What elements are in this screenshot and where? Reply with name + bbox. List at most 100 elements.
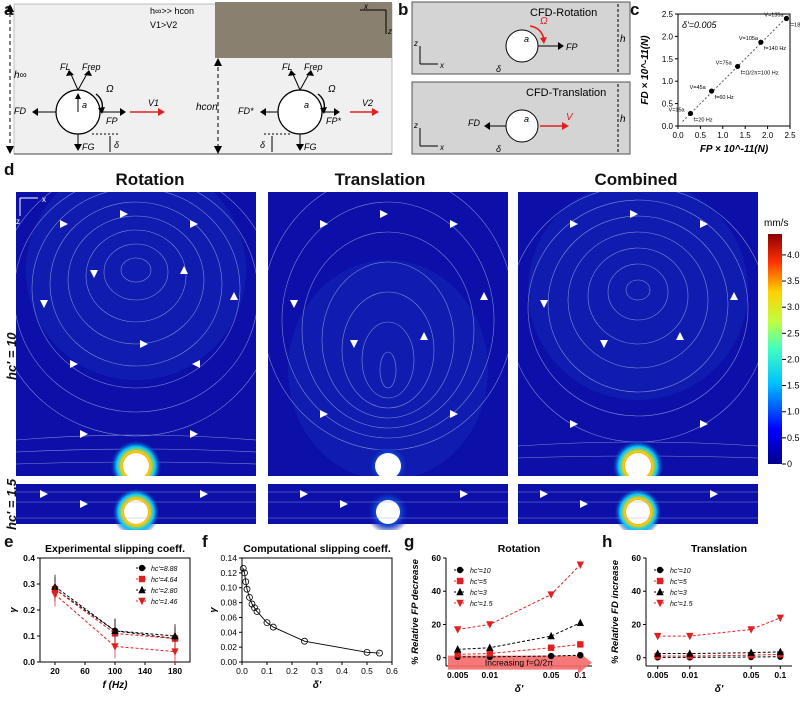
b-omega: Ω (540, 16, 548, 27)
c-ylabel: FD × 10^-11(N) (640, 35, 651, 105)
e-series-line (54, 594, 176, 653)
chart-h-legend-label: hc'=10 (670, 568, 691, 575)
chart-g-legend-label: hc'=10 (470, 568, 491, 575)
chart-h-title: Translation (691, 543, 747, 555)
e-legend-marker (138, 597, 146, 606)
b-h-2: h (620, 114, 626, 125)
b-radius-label: a (524, 34, 529, 44)
chart-h-point (653, 649, 662, 657)
b-h-1: h (620, 34, 626, 45)
chart-e-title: Experimental slipping coeff. (45, 543, 185, 555)
b-z-2: z (413, 121, 418, 130)
chart-f-xlabel: δ' (313, 680, 322, 691)
colorbar-tick-label: 2.5 (787, 328, 800, 338)
chart-h-series-line (657, 656, 781, 658)
col-title-combined: Combined (594, 170, 678, 189)
ceiling-plate (215, 2, 392, 58)
chart-f-xtick-label: 0.3 (311, 666, 323, 676)
chart-h-point (653, 632, 662, 641)
streamline-arrows (40, 210, 738, 438)
chart-c: δ'=0.005 0.0 0.5 1.0 1.5 2.0 2.5 0.0 0.5 1.0 1.5 2.… (640, 10, 800, 155)
chart-h-series-line (657, 651, 781, 655)
chart-e-ytick-label: 0.4 (23, 553, 35, 563)
chart-f-xtick-label: 0.2 (286, 666, 298, 676)
particle-2: FL Frep a Ω FD* FP* V2 FG δ (238, 62, 379, 152)
field-rotation-hc1-5 (16, 484, 256, 530)
panel-label-g: g (404, 532, 415, 551)
c-ytick-label: 0.5 (662, 100, 674, 109)
chart-e-ylabel: γ (8, 607, 19, 613)
Frep-label: Frep (82, 62, 101, 72)
chart-g-ytick-label: 40 (432, 586, 442, 596)
chart-f-ytick-label: 0.06 (220, 612, 237, 622)
c-ytick-label: 0.0 (662, 122, 674, 131)
c-xtick-label: 2.0 (762, 131, 774, 140)
e-point (111, 643, 119, 651)
chart-f-ytick-label: 0.04 (220, 627, 237, 637)
chart-f-xtick-label: 0.4 (336, 666, 348, 676)
chart-g-point (454, 651, 461, 658)
chart-g-legend-marker (456, 577, 464, 585)
chart-g-point (486, 621, 494, 629)
chart-g-legend-label: hc'=1.5 (470, 601, 493, 608)
f-point (248, 600, 256, 608)
chart-f-xtick-label: 0.0 (236, 666, 248, 676)
chart-g-point (453, 645, 462, 653)
chart-e-xlabel: f (Hz) (103, 680, 129, 691)
panel-label-c: c (630, 0, 640, 19)
c-xtick-label: 1.0 (717, 131, 729, 140)
f-point (246, 593, 253, 601)
colorbar-tick-label: 0.5 (787, 433, 800, 443)
colorbar-tick-label: 1.5 (787, 381, 800, 391)
c-xtick-label: 1.5 (740, 131, 752, 140)
FP-label: FP (106, 116, 118, 126)
e-legend-marker (138, 564, 146, 572)
f-point (253, 608, 261, 615)
c-point-label: f=20 Hz (694, 117, 713, 123)
c-point-vlabel: V=135a (764, 12, 784, 18)
chart-h-legend-marker (656, 587, 664, 596)
b-radius-label-2: a (524, 114, 529, 124)
colorbar (768, 234, 782, 464)
f-point (241, 569, 248, 577)
c-ytick-label: 1.0 (662, 77, 674, 86)
chart-e-ytick-label: 0.3 (23, 579, 35, 589)
chart-h-legend-marker (656, 599, 664, 608)
f-point (239, 565, 247, 572)
col-title-rotation: Rotation (115, 170, 185, 189)
chart-g-xlabel: δ' (515, 684, 524, 695)
e-legend-label: hc'=2.80 (151, 588, 178, 595)
chart-g-point (547, 652, 555, 660)
f-point (301, 637, 308, 645)
chart-h-point (747, 626, 755, 634)
d-axis-x: x (42, 195, 46, 204)
chart-g-point (577, 652, 584, 659)
cond1-text: h∞>> hcon (150, 6, 194, 16)
chart-f-xtick-label: 0.1 (261, 666, 273, 676)
chart-f-frame (241, 557, 393, 663)
omega-label: Ω (106, 84, 114, 95)
c-ytick-label: 2.5 (662, 10, 674, 19)
chart-e-xtick-label: 100 (108, 666, 122, 676)
panel-label-d: d (4, 160, 15, 179)
chart-g-ytick-label: 60 (432, 553, 442, 563)
c-point-label: f=140 Hz (764, 46, 786, 52)
chart-g-point (577, 641, 584, 648)
chart-g-xtick-label: 0.1 (574, 670, 586, 680)
chart-e-xtick-label: 140 (138, 666, 152, 676)
delta-label-2: δ (260, 140, 266, 150)
chart-h-legend-label: hc'=1.5 (670, 601, 693, 608)
FD-star-label: FD* (238, 106, 254, 116)
chart-g-legend-label: hc'=5 (470, 579, 487, 586)
chart-f-ytick-label: 0.08 (220, 598, 237, 608)
chart-h-ytick-label: 60 (632, 553, 642, 563)
field-combined-hc1-5 (518, 484, 758, 530)
chart-h-point (776, 647, 785, 656)
chart-h-series-line (657, 653, 781, 657)
chart-h-xtick-label: 0.01 (682, 670, 699, 680)
chart-h-xtick-label: 0.005 (647, 670, 669, 680)
c-point-label: f=Ω/2π=100 Hz (741, 70, 779, 76)
cond2-text: V1>V2 (150, 20, 177, 30)
c-point-vlabel: V=45a (690, 85, 707, 91)
FG-label: FG (82, 142, 95, 152)
